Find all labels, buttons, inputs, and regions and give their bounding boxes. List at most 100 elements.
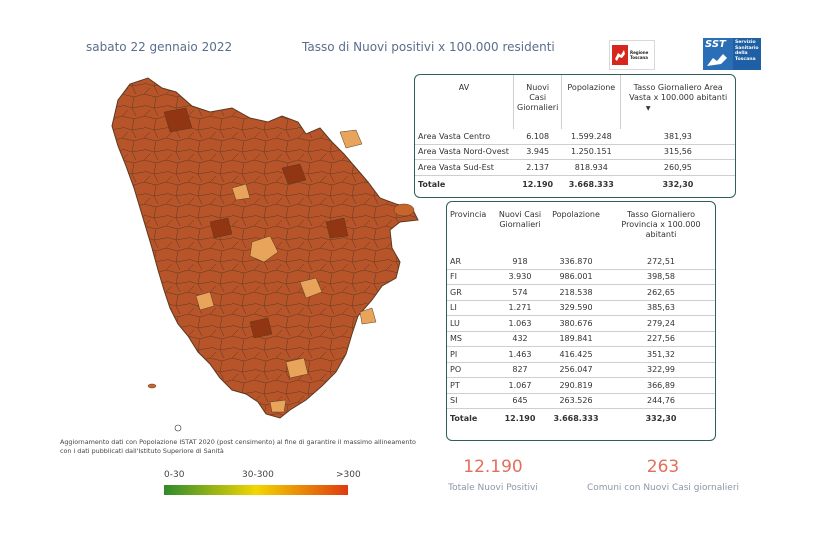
legend-label-low: 0-30	[164, 470, 185, 480]
table-row: FI 3.930 986.001 398,58	[447, 269, 715, 285]
prov-rate: 398,58	[607, 269, 715, 285]
av-name: Area Vasta Sud-Est	[415, 159, 514, 176]
footnote: Aggiornamento dati con Popolazione ISTAT…	[60, 438, 450, 456]
prov-cases: 432	[495, 331, 545, 347]
av-rate: 315,56	[620, 144, 735, 160]
legend-gradient-bar	[164, 485, 348, 495]
av-population: 1.250.151	[561, 144, 621, 160]
prov-code: FI	[447, 269, 495, 285]
av-name: Area Vasta Nord-Ovest	[415, 144, 514, 160]
prov-code: PI	[447, 346, 495, 363]
av-header-av: AV	[458, 83, 470, 92]
table-row: SI 645 263.526 244,76	[447, 393, 715, 409]
prov-total-rate: 332,30	[607, 408, 715, 427]
av-cases: 2.137	[513, 159, 562, 176]
prov-population: 218.538	[545, 284, 607, 301]
prov-code: LI	[447, 300, 495, 316]
prov-cases: 3.930	[495, 269, 545, 285]
av-total-population: 3.668.333	[561, 174, 621, 194]
prov-population: 290.819	[545, 377, 607, 394]
kpi-comuni: 263 Comuni con Nuovi Casi giornalieri	[578, 457, 748, 493]
kpi-comuni-label: Comuni con Nuovi Casi giornalieri	[586, 483, 740, 493]
table-row: GR 574 218.538 262,65	[447, 284, 715, 301]
table-row: Area Vasta Centro 6.108 1.599.248 381,93	[415, 129, 735, 145]
legend-label-high: >300	[336, 470, 361, 480]
island-giglio	[269, 399, 287, 413]
table-row: LU 1.063 380.676 279,24	[447, 315, 715, 332]
prov-rate: 366,89	[607, 377, 715, 394]
av-header-population: Popolazione	[561, 75, 621, 129]
prov-code: PO	[447, 362, 495, 378]
av-total-rate: 332,30	[620, 174, 735, 194]
prov-rate: 322,99	[607, 362, 715, 378]
table-row: MS 432 189.841 227,56	[447, 331, 715, 347]
area-vasta-table: AV Nuovi Casi Giornalieri Popolazione Ta…	[414, 74, 736, 198]
prov-cases: 1.271	[495, 300, 545, 316]
provincia-table: Provincia Nuovi Casi Giornalieri Popolaz…	[446, 201, 716, 441]
report-title: Tasso di Nuovi positivi x 100.000 reside…	[302, 40, 555, 54]
prov-rate: 279,24	[607, 315, 715, 332]
sst-badge: SST	[703, 38, 733, 70]
av-total-cases: 12.190	[513, 174, 562, 194]
island-pianosa	[174, 424, 182, 432]
prov-population: 986.001	[545, 269, 607, 285]
prov-header-population: Popolazione	[552, 210, 600, 219]
color-legend: 0-30 30-300 >300	[160, 470, 361, 495]
av-header-cases: Nuovi Casi Giornalieri	[512, 75, 562, 129]
prov-cases: 918	[495, 254, 545, 270]
prov-header-rate: Tasso Giornaliero Provincia x 100.000 ab…	[621, 210, 701, 239]
sst-badge-text: SST	[705, 39, 726, 50]
prov-code: AR	[447, 254, 495, 270]
prov-cases: 827	[495, 362, 545, 378]
regione-toscana-logo: Regione Toscana	[609, 40, 655, 70]
table-row: AR 918 336.870 272,51	[447, 254, 715, 270]
prov-rate: 262,65	[607, 284, 715, 301]
prov-population: 189.841	[545, 331, 607, 347]
prov-code: SI	[447, 393, 495, 409]
footnote-line-2: con i dati pubblicati dall'Istituto Supe…	[60, 447, 224, 455]
av-header-rate-label: Tasso Giornaliero Area Vasta x 100.000 a…	[629, 83, 728, 102]
prov-header-cases: Nuovi Casi Giornalieri	[498, 210, 542, 229]
table-total-row: Totale 12.190 3.668.333 332,30	[447, 408, 715, 427]
table-row: Area Vasta Sud-Est 2.137 818.934 260,95	[415, 159, 735, 176]
prov-total-population: 3.668.333	[545, 408, 607, 427]
prov-rate: 244,76	[607, 393, 715, 409]
prov-rate: 227,56	[607, 331, 715, 347]
av-cases: 3.945	[513, 144, 562, 160]
footnote-line-1: Aggiornamento dati con Popolazione ISTAT…	[60, 438, 416, 446]
prov-population: 263.526	[545, 393, 607, 409]
regione-toscana-text: Regione Toscana	[630, 50, 649, 60]
kpi-total-positivi: 12.190 Totale Nuovi Positivi	[430, 457, 556, 493]
prov-cases: 574	[495, 284, 545, 301]
av-population: 818.934	[561, 159, 621, 176]
sort-desc-icon[interactable]: ▼	[645, 105, 651, 112]
island-capraia	[147, 383, 157, 389]
av-cases: 6.108	[513, 129, 562, 145]
prov-code: MS	[447, 331, 495, 347]
prov-total-label: Totale	[447, 408, 495, 427]
av-rate: 260,95	[620, 159, 735, 176]
table-row: PI 1.463 416.425 351,32	[447, 346, 715, 363]
prov-cases: 1.463	[495, 346, 545, 363]
prov-population: 380.676	[545, 315, 607, 332]
prov-cases: 1.067	[495, 377, 545, 394]
prov-rate: 351,32	[607, 346, 715, 363]
av-name: Area Vasta Centro	[415, 129, 514, 145]
prov-cases: 1.063	[495, 315, 545, 332]
sst-text: Servizio Sanitario della Toscana	[733, 38, 761, 70]
av-total-label: Totale	[415, 174, 514, 194]
table-row: PT 1.067 290.819 366,89	[447, 377, 715, 394]
kpi-comuni-value: 263	[646, 457, 680, 477]
tuscany-map	[111, 77, 419, 432]
prov-rate: 272,51	[607, 254, 715, 270]
table-total-row: Totale 12.190 3.668.333 332,30	[415, 174, 735, 194]
kpi-total-label: Totale Nuovi Positivi	[448, 483, 538, 493]
table-row: PO 827 256.047 322,99	[447, 362, 715, 378]
legend-label-mid: 30-300	[242, 470, 274, 480]
prov-population: 256.047	[545, 362, 607, 378]
pegasus-icon	[612, 45, 628, 65]
av-header-rate[interactable]: Tasso Giornaliero Area Vasta x 100.000 a…	[620, 75, 735, 129]
report-date: sabato 22 gennaio 2022	[86, 40, 233, 54]
av-rate: 381,93	[620, 129, 735, 145]
av-population: 1.599.248	[561, 129, 621, 145]
